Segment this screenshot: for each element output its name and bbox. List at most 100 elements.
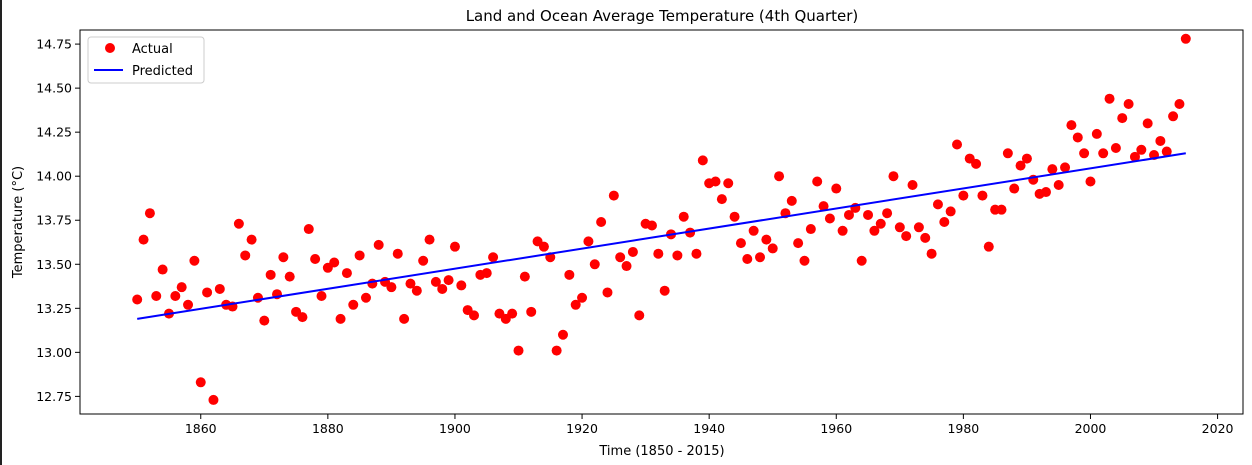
actual-point-1928 bbox=[627, 246, 638, 257]
actual-point-1986 bbox=[996, 204, 1007, 215]
actual-point-1882 bbox=[335, 313, 346, 324]
legend-actual-label: Actual bbox=[132, 42, 173, 57]
actual-point-1984 bbox=[983, 241, 994, 252]
actual-point-1886 bbox=[360, 292, 371, 303]
actual-point-1983 bbox=[977, 190, 988, 201]
actual-point-1955 bbox=[799, 255, 810, 266]
actual-point-1923 bbox=[596, 217, 607, 227]
actual-point-2014 bbox=[1174, 98, 1185, 109]
actual-point-1856 bbox=[170, 290, 181, 301]
actual-point-1957 bbox=[812, 176, 823, 187]
y-tick-label-13.50: 13.50 bbox=[36, 257, 72, 272]
actual-point-1891 bbox=[392, 248, 403, 259]
actual-point-1948 bbox=[755, 252, 766, 263]
actual-point-1901 bbox=[456, 280, 467, 291]
actual-point-1887 bbox=[367, 278, 378, 289]
actual-point-1918 bbox=[564, 269, 575, 280]
actual-point-1961 bbox=[837, 225, 848, 236]
actual-point-1944 bbox=[729, 211, 740, 222]
actual-point-1898 bbox=[437, 283, 448, 294]
y-axis-ticks: 12.75 13.00 13.25 13.50 13.75 14.00 14.25 14.50… bbox=[36, 37, 80, 404]
y-tick-label-13.25: 13.25 bbox=[36, 301, 72, 316]
window-left-edge bbox=[0, 0, 2, 465]
actual-point-1916 bbox=[551, 345, 562, 356]
actual-point-1949 bbox=[761, 234, 772, 245]
actual-point-1897 bbox=[430, 276, 441, 287]
actual-point-1863 bbox=[214, 283, 225, 294]
y-tick-label-13.75: 13.75 bbox=[36, 213, 72, 228]
actual-point-1896 bbox=[424, 234, 435, 245]
actual-point-1924 bbox=[602, 287, 613, 298]
actual-point-1936 bbox=[678, 211, 689, 222]
actual-point-1921 bbox=[583, 236, 594, 247]
actual-point-1975 bbox=[926, 248, 937, 259]
actual-point-1900 bbox=[449, 241, 460, 252]
actual-point-1950 bbox=[767, 243, 778, 254]
actual-point-2012 bbox=[1161, 146, 1172, 157]
actual-point-2008 bbox=[1136, 144, 1147, 155]
legend-actual-marker bbox=[105, 43, 115, 53]
actual-point-1877 bbox=[303, 224, 314, 235]
actual-point-2009 bbox=[1142, 118, 1153, 129]
actual-point-1874 bbox=[284, 271, 295, 282]
actual-point-1953 bbox=[786, 195, 797, 206]
actual-point-1879 bbox=[316, 290, 327, 301]
actual-point-1888 bbox=[373, 239, 384, 250]
actual-point-1873 bbox=[278, 252, 289, 263]
actual-point-2011 bbox=[1155, 135, 1166, 146]
actual-point-1999 bbox=[1079, 148, 1090, 159]
actual-point-1935 bbox=[672, 250, 683, 261]
y-tick-label-12.75: 12.75 bbox=[36, 389, 72, 404]
actual-point-1995 bbox=[1053, 180, 1064, 191]
actual-point-1987 bbox=[1002, 148, 1013, 159]
actual-point-1893 bbox=[405, 278, 416, 289]
actual-point-1965 bbox=[863, 209, 874, 220]
legend-box bbox=[87, 36, 205, 84]
actual-point-1892 bbox=[399, 313, 410, 324]
actual-point-1974 bbox=[920, 232, 931, 243]
actual-point-1971 bbox=[901, 231, 912, 242]
actual-point-1862 bbox=[208, 394, 219, 405]
actual-point-1973 bbox=[913, 222, 924, 233]
actual-point-1998 bbox=[1072, 132, 1083, 143]
actual-point-1959 bbox=[824, 213, 835, 224]
actual-point-2007 bbox=[1129, 151, 1140, 162]
actual-point-1962 bbox=[843, 209, 854, 220]
actual-point-1972 bbox=[907, 180, 918, 191]
y-axis-label: Temperature (°C) bbox=[11, 166, 26, 279]
actual-point-1890 bbox=[386, 282, 397, 293]
actual-point-1870 bbox=[259, 315, 270, 326]
x-axis-ticks: 1860 1880 1900 1920 1940 1960 1980 2000 2020 bbox=[185, 414, 1234, 436]
actual-point-1871 bbox=[265, 269, 276, 280]
actual-point-1894 bbox=[411, 285, 422, 296]
actual-point-1912 bbox=[526, 306, 537, 317]
actual-point-2002 bbox=[1098, 148, 1109, 159]
actual-point-1968 bbox=[882, 208, 893, 219]
actual-point-1969 bbox=[888, 171, 899, 182]
plot-marks bbox=[132, 33, 1191, 405]
actual-point-1945 bbox=[735, 238, 746, 249]
actual-point-1927 bbox=[621, 261, 632, 272]
actual-point-2006 bbox=[1123, 98, 1134, 109]
actual-point-1910 bbox=[513, 345, 524, 356]
actual-point-1914 bbox=[538, 241, 549, 252]
x-tick-label-1960: 1960 bbox=[820, 421, 852, 436]
y-tick-label-14.75: 14.75 bbox=[36, 37, 72, 52]
actual-point-1854 bbox=[157, 264, 168, 275]
actual-point-1909 bbox=[507, 308, 518, 319]
x-tick-label-1860: 1860 bbox=[185, 421, 217, 436]
actual-point-1977 bbox=[939, 217, 950, 227]
actual-point-1989 bbox=[1015, 160, 1026, 171]
x-axis-label: Time (1850 - 2015) bbox=[598, 444, 724, 459]
actual-point-1919 bbox=[570, 299, 581, 310]
actual-point-1946 bbox=[742, 253, 753, 264]
actual-point-1850 bbox=[132, 294, 143, 305]
actual-point-2001 bbox=[1091, 128, 1102, 139]
actual-point-1857 bbox=[176, 282, 187, 293]
actual-point-2003 bbox=[1104, 93, 1115, 104]
actual-point-1852 bbox=[144, 208, 155, 219]
actual-point-1970 bbox=[894, 222, 905, 233]
x-tick-label-1940: 1940 bbox=[693, 421, 725, 436]
actual-point-1993 bbox=[1040, 187, 1051, 198]
